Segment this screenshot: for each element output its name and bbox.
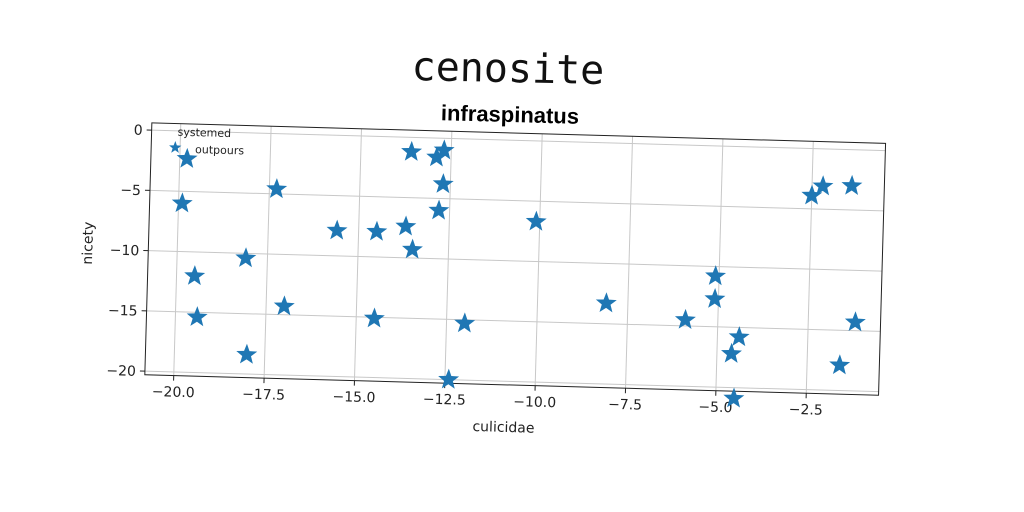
x-gridline [625, 136, 634, 389]
x-gridline [353, 128, 362, 381]
legend-star-icon [169, 141, 182, 153]
data-point-star [801, 184, 823, 205]
data-point-star [176, 147, 198, 168]
data-point-star [428, 199, 450, 220]
data-point-star [236, 343, 258, 364]
data-point-star [366, 220, 388, 241]
data-point-star [723, 387, 745, 408]
x-tick-label: −12.5 [423, 392, 466, 409]
data-point-star [595, 292, 617, 313]
grid [144, 123, 886, 394]
data-point-star [841, 174, 863, 195]
data-point-star [454, 312, 476, 333]
data-points [171, 139, 866, 408]
data-point-star [438, 368, 460, 389]
data-point-star [395, 215, 417, 236]
x-tick-label: −10.0 [513, 394, 556, 411]
data-point-star [402, 238, 423, 259]
axis-ticks: −20.0 −17.5 −15.0 −12.5 −10.0 −7.5 −5.0 −2.5 0 −5… [106, 123, 823, 419]
data-point-star [674, 308, 696, 330]
plot-frame [144, 122, 887, 396]
y-tick-label: −5 [120, 183, 141, 200]
x-gridline [805, 141, 814, 394]
x-tick-label: −2.5 [789, 402, 823, 419]
data-point-star [235, 247, 257, 268]
y-gridline [146, 310, 881, 332]
data-point-star [326, 219, 348, 240]
legend-title: systemed [177, 126, 231, 140]
y-gridline [151, 129, 886, 152]
x-gridline [263, 126, 272, 379]
y-tick-label: 0 [133, 123, 142, 139]
chart-title: cenosite [411, 44, 605, 94]
data-point-star [728, 326, 750, 347]
x-gridline [444, 131, 453, 384]
x-tick-label: −17.5 [242, 387, 285, 404]
y-tick-label: −10 [110, 243, 140, 260]
data-point-star [171, 192, 193, 213]
data-point-star [426, 146, 448, 167]
x-tick-label: −5.0 [698, 399, 732, 416]
data-point-star [432, 173, 454, 194]
x-gridline [534, 133, 543, 386]
x-tick-label: −15.0 [332, 389, 375, 406]
x-axis-label: culicidae [472, 419, 534, 437]
y-gridline [148, 250, 883, 272]
data-point-star [433, 139, 455, 160]
data-point-star [721, 342, 742, 363]
data-point-star [812, 175, 834, 196]
x-tick-label: −20.0 [152, 384, 195, 401]
data-point-star [525, 210, 547, 231]
legend-entry-outpours: outpours [195, 143, 245, 157]
y-tick-label: −15 [108, 303, 138, 320]
figure: cenosite infraspinatus −20.0 −17.5 −15.0 −1… [80, 44, 887, 437]
legend: systemed outpours [169, 126, 245, 157]
x-gridline [715, 138, 724, 391]
data-point-star [705, 265, 727, 286]
data-point-star [184, 265, 206, 286]
chart-subtitle: infraspinatus [441, 100, 580, 129]
data-point-star [363, 307, 385, 328]
y-axis-label: nicety [80, 222, 97, 265]
data-point-star [844, 311, 866, 332]
data-point-star [704, 288, 726, 309]
data-point-star [273, 295, 295, 316]
data-point-star [829, 354, 851, 375]
x-tick-label: −7.5 [608, 397, 642, 414]
data-point-star [401, 140, 423, 161]
data-point-star [186, 306, 208, 327]
x-gridline [173, 123, 182, 376]
data-point-star [266, 178, 288, 199]
plot-area: −20.0 −17.5 −15.0 −12.5 −10.0 −7.5 −5.0 −2.5 0 −5… [80, 122, 887, 437]
legend-marker-outpours [169, 141, 182, 153]
y-gridline [144, 370, 879, 393]
y-gridline [149, 189, 884, 212]
y-tick-label: −20 [106, 363, 136, 380]
